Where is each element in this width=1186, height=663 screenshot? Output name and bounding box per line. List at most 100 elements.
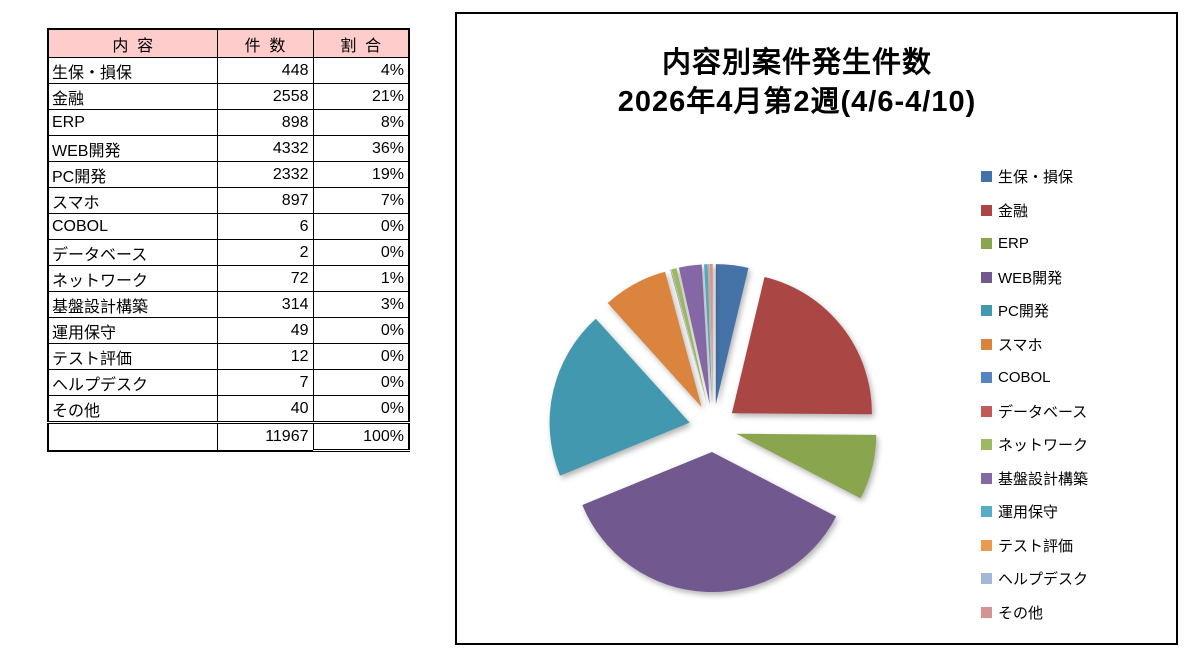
table-row: 運用保守 49 0% <box>47 317 410 344</box>
cell-label[interactable]: 金融 <box>47 83 218 110</box>
chart-panel[interactable]: 内容別案件発生件数 2026年4月第2週(4/6-4/10) 生保・損保 金融 ER… <box>455 12 1178 645</box>
cell-pct[interactable]: 0% <box>312 213 410 240</box>
legend-label: データベース <box>998 403 1088 421</box>
cell-pct[interactable]: 0% <box>312 317 410 344</box>
legend-item[interactable]: ネットワーク <box>981 428 1088 462</box>
cell-pct[interactable]: 1% <box>312 265 410 292</box>
pie-slice[interactable] <box>731 277 872 415</box>
column-header-count-label: 件数 <box>244 37 295 55</box>
pie-slice[interactable] <box>704 264 712 405</box>
pie-slice[interactable] <box>708 264 713 405</box>
cell-count[interactable]: 4332 <box>216 135 314 162</box>
cell-pct[interactable]: 100% <box>312 421 410 452</box>
legend-item[interactable]: COBOL <box>981 361 1088 395</box>
cell-pct[interactable]: 21% <box>312 83 410 110</box>
cell-pct[interactable]: 8% <box>312 109 410 136</box>
cell-label[interactable]: 基盤設計構築 <box>47 291 218 318</box>
cell-pct[interactable]: 4% <box>312 57 410 84</box>
cell-label[interactable]: PC開発 <box>47 161 218 188</box>
legend-item[interactable]: テスト評価 <box>981 529 1088 563</box>
legend-item[interactable]: データベース <box>981 395 1088 429</box>
chart-title-line1: 内容別案件発生件数 <box>661 47 932 79</box>
legend-item[interactable]: ヘルプデスク <box>981 562 1088 596</box>
pie-slice[interactable] <box>670 269 707 405</box>
pie-chart[interactable] <box>533 248 893 608</box>
cell-label[interactable]: スマホ <box>47 187 218 214</box>
cell-count[interactable]: 314 <box>216 291 314 318</box>
cell-pct[interactable]: 36% <box>312 135 410 162</box>
cell-count[interactable]: 7 <box>216 369 314 396</box>
cell-label[interactable]: データベース <box>47 239 218 266</box>
cell-pct[interactable]: 19% <box>312 161 410 188</box>
cell-count[interactable]: 72 <box>216 265 314 292</box>
pie-slice[interactable] <box>607 271 702 407</box>
cell-label[interactable]: WEB開発 <box>47 135 218 162</box>
pie-slice[interactable] <box>671 268 708 405</box>
cell-pct[interactable]: 0% <box>312 395 410 423</box>
table-row: ネットワーク 72 1% <box>47 265 410 292</box>
pie-slice[interactable] <box>709 264 713 405</box>
table-row: COBOL 6 0% <box>47 213 410 240</box>
cell-count[interactable]: 898 <box>216 109 314 136</box>
legend-item[interactable]: 生保・損保 <box>981 160 1088 194</box>
cell-label[interactable]: その他 <box>47 395 218 423</box>
legend-item[interactable]: PC開発 <box>981 294 1088 328</box>
legend-swatch-icon <box>981 204 992 216</box>
cell-label[interactable]: COBOL <box>47 213 218 240</box>
column-header-ratio[interactable]: 割合 <box>312 28 410 58</box>
cell-count[interactable]: 6 <box>216 213 314 240</box>
cell-count[interactable]: 448 <box>216 57 314 84</box>
pie-slice[interactable] <box>736 433 877 499</box>
cell-label[interactable]: ネットワーク <box>47 265 218 292</box>
cell-pct[interactable]: 7% <box>312 187 410 214</box>
cell-label[interactable]: 運用保守 <box>47 317 218 344</box>
cell-count[interactable]: 2 <box>216 239 314 266</box>
cell-count[interactable]: 2332 <box>216 161 314 188</box>
legend-item[interactable]: ERP <box>981 227 1088 261</box>
legend-item[interactable]: スマホ <box>981 328 1088 362</box>
cell-count[interactable]: 12 <box>216 343 314 370</box>
legend-item[interactable]: 運用保守 <box>981 495 1088 529</box>
cell-count[interactable]: 11967 <box>216 421 314 451</box>
legend-label: その他 <box>998 604 1044 622</box>
pie-slice[interactable] <box>549 318 690 476</box>
legend-swatch-icon <box>981 338 992 350</box>
table-row: テスト評価 12 0% <box>47 343 410 370</box>
cell-label[interactable] <box>47 421 218 451</box>
cell-label[interactable]: テスト評価 <box>47 343 218 370</box>
case-table-body: 生保・損保 448 4% 金融 2558 21% ERP 898 8% WEB開発 4332 36% P… <box>47 57 410 452</box>
legend-item[interactable]: その他 <box>981 596 1088 630</box>
cell-label[interactable]: ERP <box>47 109 218 136</box>
column-header-count[interactable]: 件数 <box>216 28 314 58</box>
pie-slice[interactable] <box>709 264 713 404</box>
legend-label: スマホ <box>998 336 1043 354</box>
cell-pct[interactable]: 3% <box>312 291 410 318</box>
cell-count[interactable]: 40 <box>216 395 314 423</box>
legend-swatch-icon <box>981 271 992 283</box>
pie-slice[interactable] <box>678 264 710 405</box>
cell-count[interactable]: 897 <box>216 187 314 214</box>
legend-swatch-icon <box>981 372 992 384</box>
cell-pct[interactable]: 0% <box>312 369 410 396</box>
pie-slice[interactable] <box>582 451 837 592</box>
cell-count[interactable]: 2558 <box>216 83 314 110</box>
pie-slice[interactable] <box>715 264 749 405</box>
pie-slice[interactable] <box>670 269 707 405</box>
cell-pct[interactable]: 0% <box>312 343 410 370</box>
legend-label: ネットワーク <box>998 437 1089 455</box>
legend-swatch-icon <box>981 506 992 518</box>
legend-item[interactable]: WEB開発 <box>981 261 1088 295</box>
legend-swatch-icon <box>981 238 992 250</box>
table-row: その他 40 0% <box>47 395 410 423</box>
legend-item[interactable]: 基盤設計構築 <box>981 462 1088 496</box>
legend-swatch-icon <box>981 305 992 317</box>
cell-pct[interactable]: 0% <box>312 239 410 266</box>
cell-label[interactable]: 生保・損保 <box>47 57 218 84</box>
column-header-content-label: 内容 <box>112 37 162 55</box>
legend-swatch-icon <box>981 171 992 183</box>
cell-label[interactable]: ヘルプデスク <box>47 369 218 396</box>
legend-label: 運用保守 <box>998 504 1059 522</box>
legend-item[interactable]: 金融 <box>981 194 1088 228</box>
cell-count[interactable]: 49 <box>216 317 314 344</box>
column-header-content[interactable]: 内容 <box>47 28 218 58</box>
